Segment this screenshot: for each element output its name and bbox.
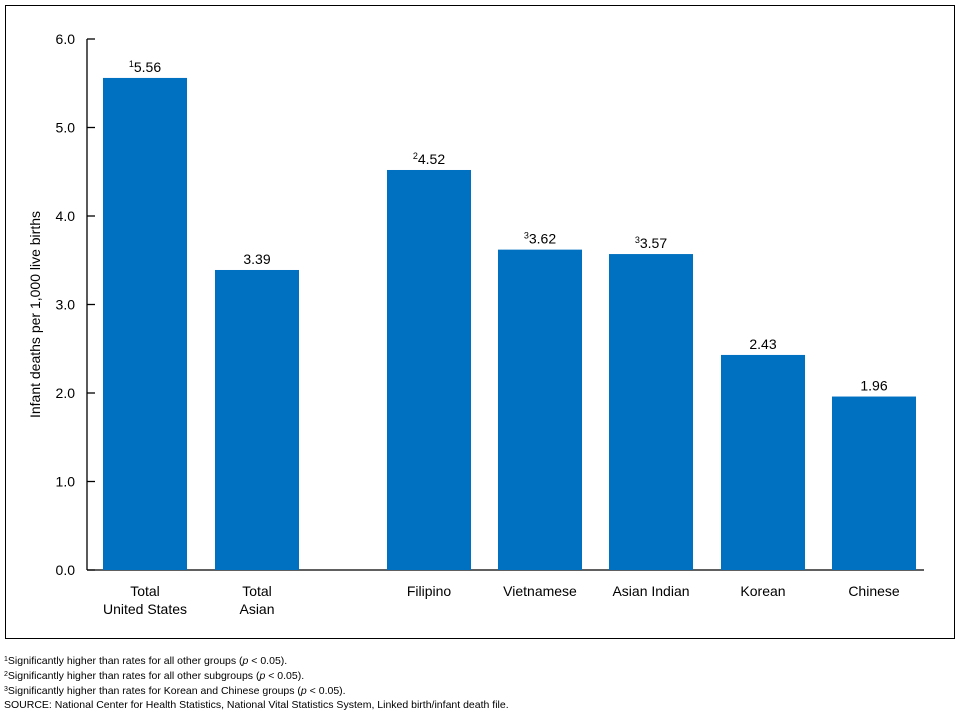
y-tick-label: 5.0	[56, 120, 76, 136]
data-label: 33.62	[524, 231, 556, 247]
y-axis-label: Infant deaths per 1,000 live births	[27, 211, 43, 418]
bar	[103, 77, 187, 570]
bar	[387, 169, 471, 571]
footnotes: 1Significantly higher than rates for all…	[4, 653, 509, 712]
x-tick-label: Korean	[740, 583, 785, 599]
y-tick-label: 4.0	[56, 208, 76, 224]
x-tick-label: United States	[103, 601, 187, 617]
data-label: 1.96	[860, 378, 887, 394]
data-label: 33.57	[635, 235, 667, 251]
data-label-value: 4.52	[418, 151, 445, 167]
y-tick-label: 6.0	[56, 31, 76, 47]
x-tick-label: Chinese	[848, 583, 900, 599]
data-label: 2.43	[749, 336, 776, 352]
chart-frame: 0.0 1.0 2.0 3.0 4.0 5.0 6.0 Infant deaths per 1…	[5, 5, 955, 639]
footnote-3: 3Significantly higher than rates for Kor…	[4, 685, 346, 697]
data-label-value: 3.62	[529, 231, 556, 247]
bar	[215, 269, 299, 570]
bar	[721, 354, 805, 570]
bar	[609, 254, 693, 570]
x-tick-label: Filipino	[407, 583, 452, 599]
data-label-value: 3.57	[640, 235, 667, 251]
y-tick-label: 3.0	[56, 297, 76, 313]
x-tick-label: Asian Indian	[612, 583, 689, 599]
data-label-note: 3	[635, 235, 640, 245]
data-label-value: 5.56	[134, 59, 161, 75]
data-label: 15.56	[129, 59, 161, 75]
x-tick-label: Total	[242, 583, 272, 599]
bar	[832, 396, 916, 570]
bar-chart: 0.0 1.0 2.0 3.0 4.0 5.0 6.0 Infant deaths per 1…	[27, 31, 924, 617]
y-tick-label: 1.0	[56, 474, 76, 490]
source-note: SOURCE: National Center for Health Stati…	[4, 699, 509, 711]
y-tick-label: 2.0	[56, 385, 76, 401]
x-tick-label: Vietnamese	[503, 583, 577, 599]
footnote-2: 2Significantly higher than rates for all…	[4, 670, 305, 682]
data-label-note: 1	[129, 59, 134, 69]
footnote-1: 1Significantly higher than rates for all…	[4, 655, 288, 667]
x-tick-label: Asian	[239, 601, 274, 617]
data-label: 24.52	[413, 151, 445, 167]
bar	[498, 249, 582, 570]
y-tick-label: 0.0	[56, 562, 76, 578]
data-label-note: 2	[413, 151, 418, 161]
data-label: 3.39	[243, 251, 270, 267]
x-tick-label: Total	[130, 583, 160, 599]
data-label-note: 3	[524, 231, 529, 241]
